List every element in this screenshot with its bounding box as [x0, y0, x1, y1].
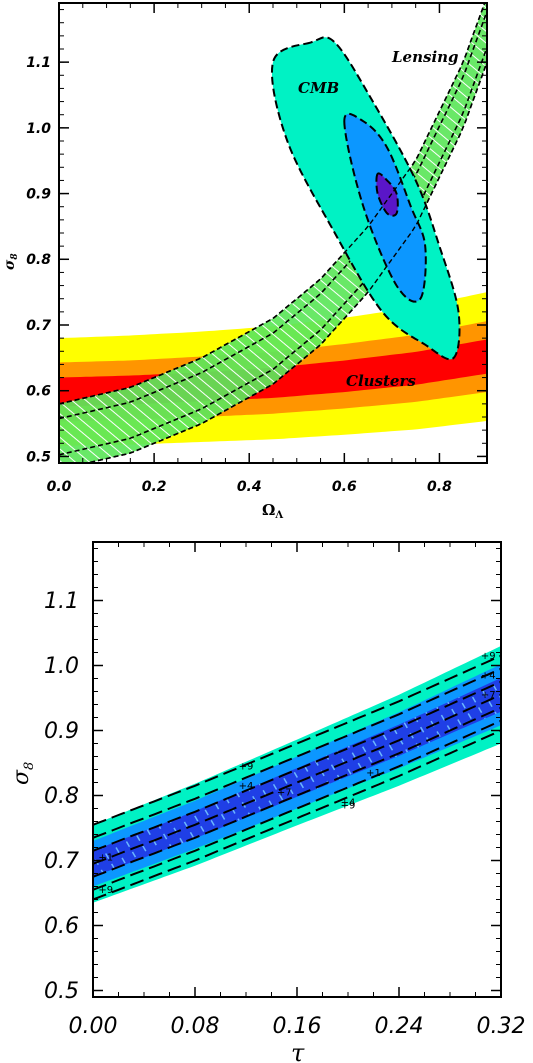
y-tick-label: 1.0	[26, 121, 51, 137]
x-tick-label: 0.24	[375, 1014, 424, 1039]
dashed-contour	[93, 729, 501, 901]
contour-label: +1	[98, 853, 113, 864]
contour-label: +7	[481, 690, 496, 701]
contour-label: +4	[481, 671, 496, 682]
y-tick-label: 1.1	[44, 589, 79, 614]
y-tick-label: 1.1	[26, 55, 51, 71]
lensing-edge-line	[59, 3, 486, 405]
x-tick-labels-top: 0.0 0.2 0.4 0.6 0.8	[47, 479, 453, 495]
contour-label: +1	[366, 768, 381, 779]
band-1sigma-hatch	[93, 677, 501, 877]
y-tick-labels-bottom: 0.5 0.6 0.7 0.8 0.9 1.0 1.1	[44, 589, 79, 1004]
dashed-contour-lines	[93, 654, 501, 901]
y-tick-label: 0.5	[26, 449, 51, 465]
contour-label: +4	[341, 797, 356, 808]
cmb-contour-1sigma	[376, 173, 398, 216]
dashed-contour	[93, 719, 501, 891]
y-tick-label: 0.9	[26, 186, 51, 202]
x-tick-label: 0.8	[427, 479, 452, 495]
cmb-contours	[59, 3, 487, 463]
y-tick-label: 0.6	[44, 914, 79, 939]
x-tick-label: 0.2	[142, 479, 167, 495]
lensing-contour-line	[59, 10, 487, 420]
annotation-cmb: CMB	[298, 79, 339, 97]
contour-label: +9	[98, 885, 113, 896]
dashed-contour	[93, 667, 501, 839]
y-axis-label-bottom: σ8	[9, 762, 37, 785]
x-tick-labels-bottom: 0.00 0.08 0.16 0.24 0.32	[69, 1014, 526, 1039]
y-tick-label: 0.5	[44, 979, 79, 1004]
dashed-contour	[93, 706, 501, 878]
annotation-clusters: Clusters	[346, 372, 416, 390]
x-tick-label: 0.0	[47, 479, 72, 495]
x-tick-label: 0.00	[69, 1014, 118, 1039]
x-tick-label: 0.6	[332, 479, 357, 495]
y-tick-label: 0.7	[26, 318, 51, 334]
y-tick-label: 0.9	[44, 719, 79, 744]
panel-top-omega-lambda: 0.0 0.2 0.4 0.6 0.8 0.5 0.6 0.7 0.8 0.9 1.0 1.1 CM…	[2, 2, 488, 521]
contour-label: +7	[277, 788, 292, 799]
contour-label: +9	[239, 762, 254, 773]
lensing-contour-line	[59, 47, 487, 456]
y-tick-label: 0.8	[26, 252, 51, 268]
sigma8-tau-contours	[93, 646, 501, 903]
y-axis-label-top: σ8	[2, 253, 20, 270]
cmb-contour-2sigma-outline	[343, 112, 427, 303]
contour-label: +4	[239, 781, 254, 792]
dashed-contour	[93, 654, 501, 826]
dashed-contour	[93, 680, 501, 852]
x-tick-label: 0.32	[477, 1014, 526, 1039]
panel-bottom-tau: +9+4+7+1+9+1+9+4+9+4+7 0.00 0.08 0.16 0.24 0…	[9, 541, 526, 1063]
tick-marks-bottom	[92, 542, 502, 997]
contour-labels: +9+4+7+1+9+1+9+4+9+4+7	[98, 651, 495, 896]
x-tick-label: 0.16	[273, 1014, 322, 1039]
contour-label: +9	[481, 651, 496, 662]
cmb-contour-3sigma-outline	[270, 36, 461, 361]
y-tick-label: 0.8	[44, 784, 79, 809]
y-tick-label: 1.0	[44, 654, 79, 679]
x-tick-label: 0.4	[237, 479, 262, 495]
annotation-lensing: Lensing	[391, 48, 459, 66]
dashed-contour	[93, 693, 501, 865]
lensing-edge-line	[84, 61, 487, 463]
x-axis-label-top: ΩΛ	[262, 501, 283, 521]
y-tick-label: 0.7	[44, 849, 79, 874]
x-tick-label: 0.08	[171, 1014, 220, 1039]
tick-marks-top	[58, 3, 487, 463]
contour-label: +9	[341, 801, 356, 812]
cmb-contour-1sigma-outline	[375, 172, 399, 217]
y-tick-label: 0.6	[26, 384, 51, 400]
y-tick-labels-top: 0.5 0.6 0.7 0.8 0.9 1.0 1.1	[26, 55, 51, 465]
x-axis-label-bottom: τ	[291, 1039, 305, 1063]
